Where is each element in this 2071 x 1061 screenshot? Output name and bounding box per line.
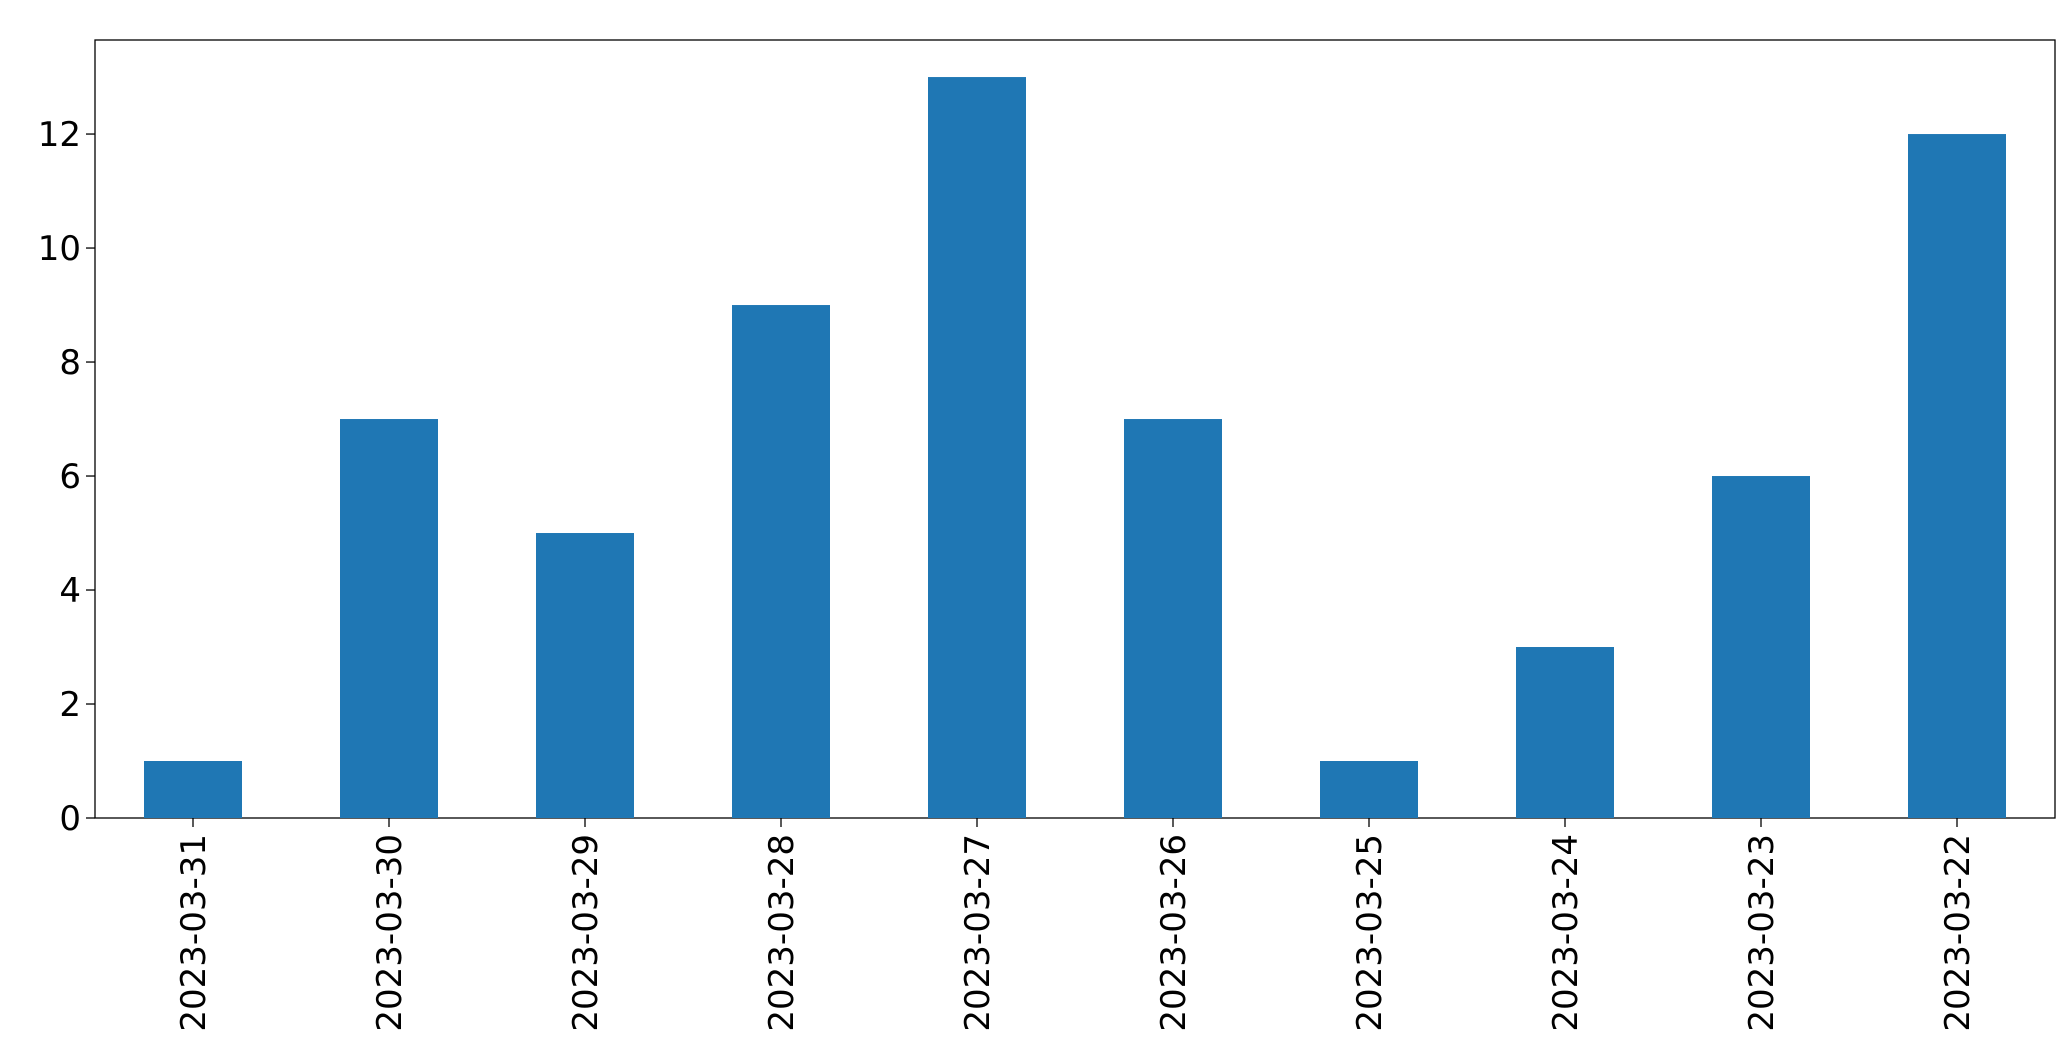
bar bbox=[732, 305, 830, 818]
y-tick-label: 12 bbox=[38, 115, 81, 155]
bar bbox=[144, 761, 242, 818]
y-tick-label: 10 bbox=[38, 229, 81, 269]
x-tick-label: 2023-03-29 bbox=[566, 834, 606, 1032]
bar bbox=[1712, 476, 1810, 818]
x-tick-label: 2023-03-30 bbox=[370, 834, 410, 1032]
y-tick-label: 6 bbox=[59, 457, 81, 497]
bar bbox=[340, 419, 438, 818]
x-tick-label: 2023-03-26 bbox=[1154, 834, 1194, 1032]
bar bbox=[928, 77, 1026, 819]
axes-frame bbox=[94, 39, 2056, 819]
y-tick-label: 2 bbox=[59, 685, 81, 725]
y-tick-label: 0 bbox=[59, 799, 81, 839]
y-tick-label: 8 bbox=[59, 343, 81, 383]
x-tick-label: 2023-03-22 bbox=[1938, 834, 1978, 1032]
bar bbox=[536, 533, 634, 818]
bar bbox=[1908, 134, 2006, 819]
x-tick-label: 2023-03-31 bbox=[174, 834, 214, 1032]
x-tick-label: 2023-03-27 bbox=[958, 834, 998, 1032]
x-tick-label: 2023-03-25 bbox=[1350, 834, 1390, 1032]
x-tick-label: 2023-03-28 bbox=[762, 834, 802, 1032]
bar bbox=[1516, 647, 1614, 818]
bar bbox=[1320, 761, 1418, 818]
bar bbox=[1124, 419, 1222, 818]
x-tick-label: 2023-03-24 bbox=[1546, 834, 1586, 1032]
y-tick-label: 4 bbox=[59, 571, 81, 611]
x-tick-label: 2023-03-23 bbox=[1742, 834, 1782, 1032]
